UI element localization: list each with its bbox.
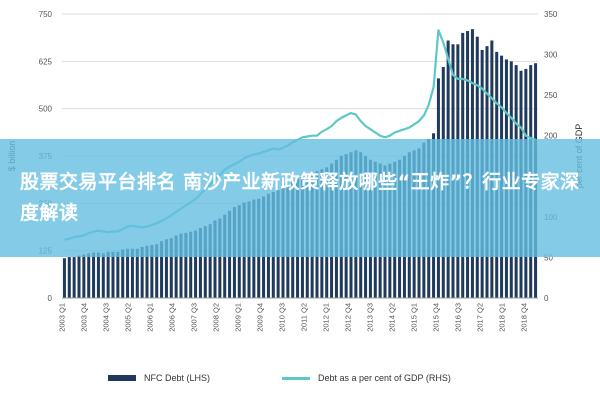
bar [72,257,76,298]
x-tick-label: 2004 Q3 [101,303,110,332]
x-tick-label: 2016 Q3 [454,303,463,332]
x-tick-label: 2010 Q3 [278,303,287,332]
bar [87,253,91,298]
x-tick-label: 2006 Q4 [167,303,176,332]
bar [111,251,115,298]
legend-swatch-line [282,376,310,380]
bar [213,220,217,298]
right-tick-label: 50 [544,253,553,262]
bar [116,251,120,298]
legend-item-nfc-debt: NFC Debt (LHS) [108,373,210,383]
bar [150,244,154,298]
bar [96,252,100,298]
bar [82,254,86,298]
x-tick-label: 2013 Q3 [366,303,375,332]
x-tick-label: 2003 Q1 [57,303,66,332]
bar [179,233,183,298]
bar [62,258,66,298]
bar [101,253,105,298]
x-tick-label: 2018 Q4 [520,303,529,332]
chart-legend: NFC Debt (LHS) Debt as a per cent of GDP… [0,373,600,389]
legend-swatch-bars [108,375,136,381]
legend-label-nfc-debt: NFC Debt (LHS) [144,373,211,383]
x-tick-label: 2006 Q1 [145,303,154,332]
bar [203,226,207,298]
x-tick-label: 2009 Q4 [256,303,265,332]
legend-label-debt-gdp: Debt as a per cent of GDP (RHS) [318,373,451,383]
bar [130,248,134,298]
right-tick-label: 200 [544,132,558,141]
bar [218,218,222,298]
right-tick-label: 0 [544,294,549,303]
x-tick-label: 2005 Q2 [123,303,132,332]
overlay-banner-text: 股票交易平台排名 南沙产业新政策释放哪些“王炸”？行业专家深度解读 [20,171,580,224]
bar [135,248,139,298]
bar [174,235,178,298]
bar [198,227,202,298]
bar [126,248,130,298]
x-tick-label: 2015 Q4 [432,303,441,332]
right-tick-label: 300 [544,51,558,60]
bar [189,231,193,298]
x-tick-label: 2012 Q4 [344,303,353,332]
overlay-banner [0,139,600,257]
x-tick-label: 2003 Q4 [79,303,88,332]
bar [77,255,81,298]
x-tick-label: 2017 Q2 [476,303,485,332]
bar [140,246,144,298]
x-tick-label: 2014 Q2 [388,303,397,332]
left-tick-label: 0 [48,294,53,303]
x-tick-label: 2011 Q2 [300,303,309,331]
bar [121,249,125,298]
left-tick-label: 625 [39,57,53,66]
x-tick-label: 2012 Q1 [322,303,331,332]
bar [155,244,159,298]
bar [164,239,168,298]
x-tick-label: 2007 Q3 [189,303,198,332]
x-tick-label: 2009 Q1 [234,303,243,332]
x-tick-label: 2018 Q1 [498,303,507,332]
bar [92,252,96,298]
legend-item-debt-gdp: Debt as a per cent of GDP (RHS) [282,373,451,383]
bar [194,230,198,298]
bar [67,257,71,298]
x-tick-label: 2008 Q2 [211,303,220,332]
bar [160,241,164,298]
bar [208,224,212,298]
bar [145,245,149,298]
right-tick-label: 350 [544,10,558,19]
left-tick-label: 750 [39,10,53,19]
bar [169,238,173,298]
bar [184,232,188,298]
x-tick-label: 2015 Q1 [410,303,419,332]
bar [106,251,110,298]
right-tick-label: 250 [544,91,558,100]
left-tick-label: 500 [39,105,53,114]
